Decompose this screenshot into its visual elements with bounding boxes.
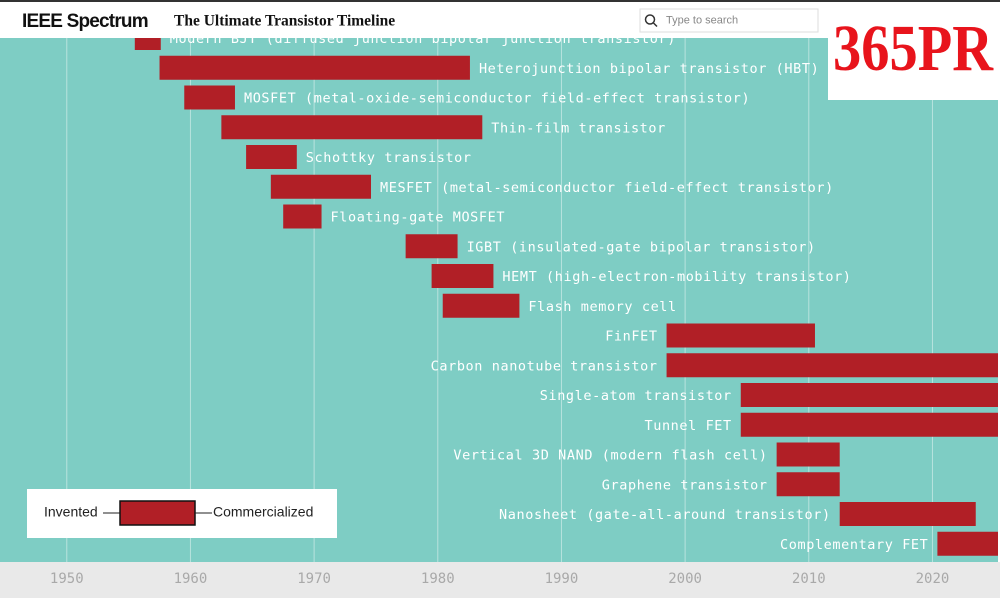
bar — [184, 85, 235, 110]
brand: IEEE Spectrum — [22, 11, 148, 32]
bar — [405, 234, 458, 259]
bar — [159, 55, 470, 80]
bar — [937, 531, 998, 556]
x-tick-label: 1950 — [50, 571, 84, 587]
bar-label: HEMT (high-electron-mobility transistor) — [502, 269, 851, 285]
x-tick-label: 1960 — [174, 571, 208, 587]
bar — [283, 204, 322, 229]
bar — [246, 145, 297, 169]
bar-label: FinFET — [605, 329, 657, 345]
bar-label: MOSFET (metal-oxide-semiconductor field-… — [244, 91, 750, 107]
bar — [740, 383, 998, 407]
axis-band — [0, 562, 1000, 598]
page-title: The Ultimate Transistor Timeline — [174, 13, 395, 30]
bar-label: Flash memory cell — [528, 299, 676, 315]
x-tick-label: 1990 — [545, 571, 579, 587]
bar — [666, 353, 998, 378]
bar — [740, 412, 998, 437]
bar-label: Floating-gate MOSFET — [331, 210, 506, 226]
bar-label: Graphene transistor — [602, 477, 768, 493]
legend: Invented Commercialized — [27, 489, 337, 538]
legend-label: Commercialized — [213, 504, 313, 520]
search-icon — [652, 22, 658, 28]
bar-label: Heterojunction bipolar transistor (HBT) — [479, 61, 819, 77]
bar — [666, 323, 815, 348]
bar-label: Nanosheet (gate-all-around transistor) — [499, 507, 831, 523]
search-icon — [644, 14, 656, 25]
bar-label: IGBT (insulated-gate bipolar transistor) — [467, 239, 816, 255]
bar-label: Vertical 3D NAND (modern flash cell) — [453, 448, 767, 464]
bar-label: Complementary FET — [780, 537, 928, 553]
bar-label: Schottky transistor — [306, 150, 472, 166]
bar — [776, 442, 840, 467]
bar — [776, 472, 840, 497]
bar — [221, 115, 483, 140]
x-tick-label: 2020 — [916, 571, 950, 587]
search-box[interactable] — [639, 8, 819, 33]
bar-label: MESFET (metal-semiconductor field-effect… — [380, 180, 834, 196]
bar-label: Carbon nanotube transistor — [431, 358, 658, 374]
bar-label: Thin-film transistor — [491, 120, 666, 136]
header: IEEE Spectrum The Ultimate Transistor Ti… — [0, 0, 1000, 100]
search-placeholder: Type to search — [666, 14, 738, 26]
legend-swatch — [119, 500, 196, 526]
legend-label: Invented — [44, 504, 98, 520]
logo-box — [828, 4, 998, 100]
bar — [270, 174, 372, 199]
bar — [839, 502, 976, 526]
bar — [442, 293, 520, 318]
x-tick-label: 2000 — [668, 571, 702, 587]
bar-label: Tunnel FET — [644, 418, 731, 434]
x-tick-label: 1970 — [297, 571, 331, 587]
x-tick-label: 1980 — [421, 571, 455, 587]
x-tick-label: 2010 — [792, 571, 826, 587]
bar-label: Single-atom transistor — [540, 388, 732, 404]
logo: 365PR — [833, 12, 994, 85]
bar — [431, 264, 494, 288]
